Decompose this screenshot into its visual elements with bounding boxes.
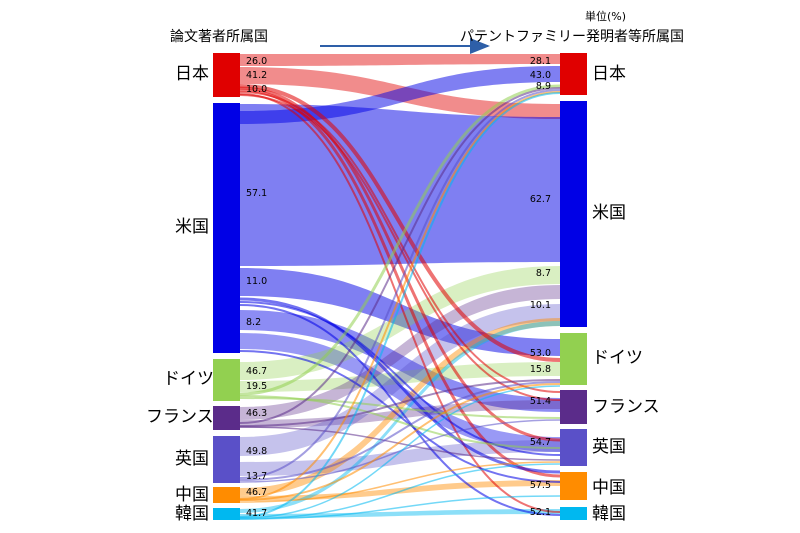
nodes-layer [213, 53, 587, 520]
left-value-germany-1: 19.5 [246, 381, 267, 392]
right-label-us: 米国 [592, 203, 626, 223]
flow-us-us [240, 104, 560, 266]
right-node-germany [560, 333, 587, 385]
left-node-uk [213, 436, 240, 483]
flow-japan-thin-5 [239, 94, 561, 401]
right-label-korea: 韓国 [592, 504, 626, 524]
left-value-japan-2: 10.0 [246, 84, 267, 95]
left-value-china-0: 46.7 [246, 487, 267, 498]
left-node-germany [213, 359, 240, 401]
flow-us-japan [240, 66, 560, 124]
left-node-japan [213, 53, 240, 97]
unit-label: 単位(%) [585, 10, 627, 23]
flow-france-thin-2 [239, 426, 561, 461]
left-node-china [213, 487, 240, 503]
left-node-korea [213, 508, 240, 520]
flow-korea-thin-0 [239, 92, 561, 518]
right-node-korea [560, 507, 587, 520]
flow-us-thin-1 [239, 301, 561, 456]
flow-us-france [240, 310, 560, 412]
right-label-germany: ドイツ [592, 348, 643, 368]
flow-germany-us [240, 266, 560, 380]
flow-us-uk [240, 333, 560, 452]
flow-uk-thin-1 [239, 381, 561, 481]
flow-us-thin-0 [239, 297, 561, 474]
left-value-japan-0: 26.0 [246, 56, 267, 67]
right-value-germany-0: 53.0 [530, 348, 551, 359]
flow-us-thin-3 [239, 350, 561, 483]
left-value-france-0: 46.3 [246, 408, 267, 419]
left-label-france: フランス [146, 407, 214, 427]
flow-us-thin-2 [239, 304, 561, 516]
left-label-germany: ドイツ [163, 369, 214, 389]
flow-korea-thin-1 [239, 385, 561, 519]
right-value-us-0: 62.7 [530, 194, 551, 205]
right-value-japan-0: 28.1 [530, 56, 551, 67]
left-label-korea: 韓国 [175, 504, 209, 524]
values-layer: 26.0 41.2 10.0 57.1 11.0 8.2 46.7 19.5 46.3 49.8 1… [246, 56, 551, 519]
right-node-uk [560, 429, 587, 466]
left-value-uk-1: 13.7 [246, 471, 267, 482]
flow-us-germany [240, 268, 560, 356]
right-label-uk: 英国 [592, 437, 626, 457]
flow-china-thin-2 [239, 461, 561, 503]
right-label-china: 中国 [592, 478, 626, 498]
left-value-uk-0: 49.8 [246, 446, 267, 457]
right-value-china-0: 57.5 [530, 480, 551, 491]
left-label-uk: 英国 [175, 449, 209, 469]
right-value-korea-0: 52.1 [530, 507, 551, 518]
flows-layer [239, 54, 561, 520]
right-node-france [560, 390, 587, 424]
left-value-us-2: 8.2 [246, 317, 261, 328]
flow-uk-us [240, 304, 560, 456]
flow-china-china [240, 480, 560, 501]
right-value-france-0: 51.4 [530, 396, 551, 407]
flow-uk-uk [240, 440, 560, 476]
flow-china-thin-1 [239, 383, 561, 501]
right-value-japan-1: 43.0 [530, 70, 551, 81]
right-value-japan-2: 8.9 [536, 81, 551, 92]
flow-korea-thin-3 [239, 495, 561, 520]
right-value-us-2: 10.1 [530, 300, 551, 311]
left-value-japan-1: 41.2 [246, 70, 267, 81]
right-value-germany-1: 15.8 [530, 364, 551, 375]
left-node-us [213, 103, 240, 353]
flow-germany-thin-2 [239, 397, 561, 419]
flow-korea-thin-2 [239, 463, 561, 520]
flow-japan-thin-0 [239, 84, 561, 362]
left-label-japan: 日本 [175, 64, 209, 84]
right-node-china [560, 472, 587, 500]
left-axis-title: 論文著者所属国 [170, 29, 268, 45]
right-label-france: フランス [592, 397, 660, 417]
left-label-china: 中国 [175, 485, 209, 505]
flow-germany-germany [240, 362, 560, 392]
flow-japan-japan [240, 54, 560, 66]
right-node-japan [560, 53, 587, 95]
flow-germany-thin-0 [239, 84, 561, 396]
left-node-france [213, 406, 240, 430]
flow-uk-thin-0 [239, 89, 561, 479]
right-node-us [560, 101, 587, 327]
flow-china-thin-0 [239, 91, 561, 500]
right-axis-title: パテントファミリー発明者等所属国 [460, 29, 684, 45]
flow-korea-korea [240, 509, 560, 518]
flow-france-us [240, 285, 560, 420]
left-value-us-1: 11.0 [246, 276, 267, 287]
flow-france-thin-0 [239, 87, 561, 424]
left-value-korea-0: 41.7 [246, 508, 267, 519]
left-label-us: 米国 [175, 217, 209, 237]
left-value-germany-0: 46.7 [246, 366, 267, 377]
right-value-us-1: 8.7 [536, 268, 551, 279]
left-value-us-0: 57.1 [246, 188, 267, 199]
right-value-uk-0: 54.7 [530, 437, 551, 448]
right-label-japan: 日本 [592, 64, 626, 84]
flow-france-thin-1 [239, 379, 561, 427]
